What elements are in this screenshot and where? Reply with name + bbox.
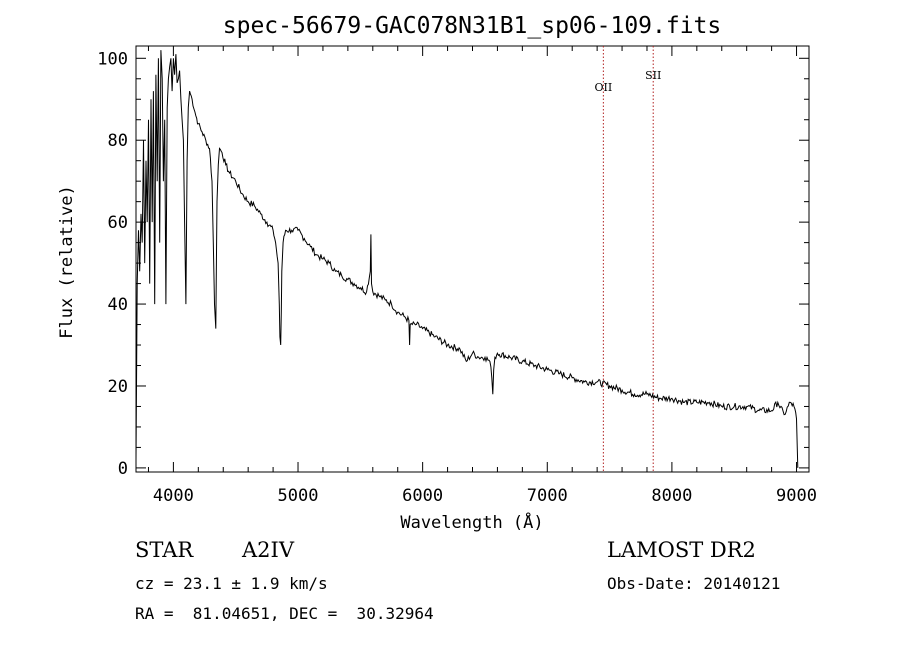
y-tick-label: 40: [108, 295, 128, 315]
y-tick-label: 0: [118, 459, 128, 479]
y-tick-label: 100: [97, 49, 128, 69]
observation-date: Obs-Date: 20140121: [607, 574, 781, 593]
survey-name: LAMOST DR2: [607, 538, 756, 562]
x-axis-label: Wavelength (Å): [400, 511, 543, 533]
y-axis-label: Flux (relative): [57, 185, 77, 339]
object-subclass: A2IV: [242, 538, 294, 562]
x-tick-label: 5000: [278, 486, 319, 506]
x-tick-label: 6000: [402, 486, 443, 506]
y-tick-label: 60: [108, 213, 128, 233]
coordinates: RA = 81.04651, DEC = 30.32964: [135, 604, 434, 623]
redshift-value: cz = 23.1 ± 1.9 km/s: [135, 574, 328, 593]
emission-line-label: SII: [645, 69, 661, 82]
y-axis: 0 20 40 60 80 100: [97, 49, 809, 479]
x-tick-label: 7000: [527, 486, 568, 506]
x-tick-label: 4000: [153, 486, 194, 506]
emission-line-label: OII: [595, 81, 613, 94]
x-axis: 4000 5000 6000 7000 8000 9000: [147, 46, 817, 506]
x-tick-label: 8000: [651, 486, 692, 506]
chart-title: spec-56679-GAC078N31B1_sp06-109.fits: [223, 13, 722, 39]
y-tick-label: 80: [108, 131, 128, 151]
spectrum-line: [135, 50, 799, 468]
plot-frame: [135, 45, 810, 473]
x-tick-label: 9000: [776, 486, 817, 506]
emission-line-markers: OII SII: [595, 46, 661, 472]
y-tick-label: 20: [108, 377, 128, 397]
object-class: STAR: [135, 538, 194, 562]
